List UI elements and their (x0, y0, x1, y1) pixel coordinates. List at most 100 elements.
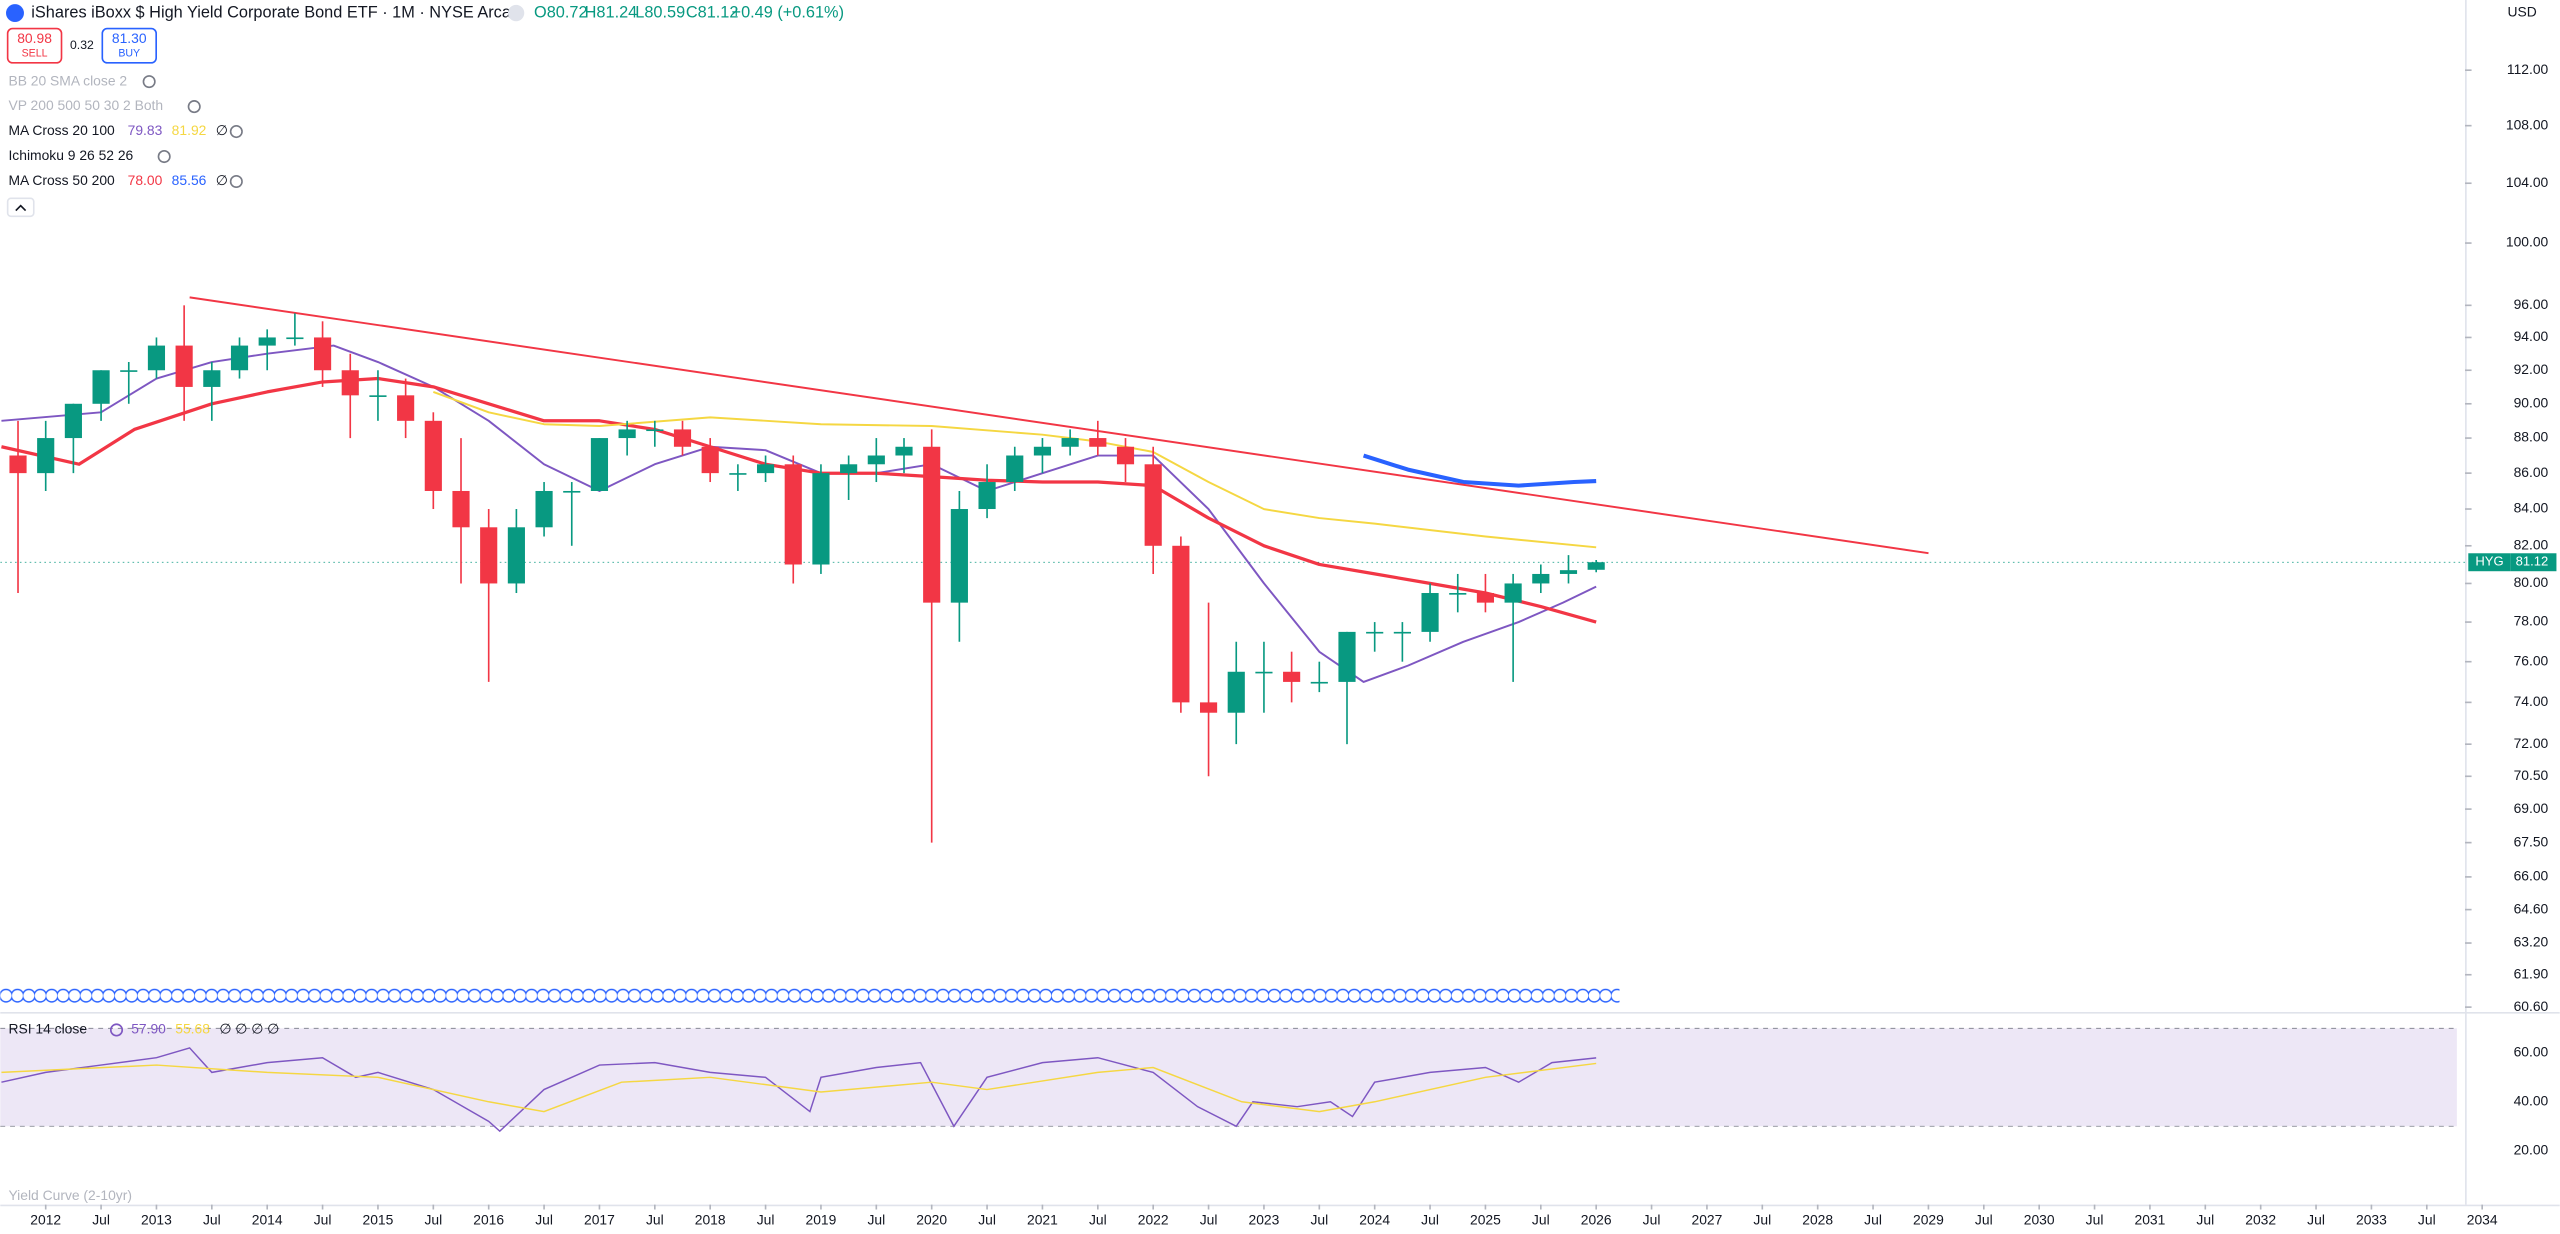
collapse-legend[interactable] (6, 197, 35, 218)
ohlc-change: +0.49 (+0.61%) (732, 3, 844, 21)
time-tick-label: Jul (1310, 1212, 1328, 1228)
candle-body (784, 464, 802, 565)
time-tick-label: 2021 (1027, 1212, 1058, 1228)
rsi-line (1, 1062, 1597, 1113)
candle-body (1199, 702, 1218, 713)
price-tick-label: 96.00 (2514, 296, 2549, 312)
symbol-title[interactable]: iShares iBoxx $ High Yield Corporate Bon… (31, 3, 512, 21)
time-tick-label: Jul (2196, 1212, 2214, 1228)
candle-body (507, 527, 525, 584)
rsi-tick-label: 40.00 (2514, 1092, 2549, 1108)
candle-body (1283, 671, 1301, 682)
buy-button[interactable]: 81.30 BUY (101, 27, 157, 64)
indicator-icon[interactable] (229, 174, 243, 189)
indicator-icon[interactable] (157, 150, 171, 164)
price-tick-label: 86.00 (2514, 464, 2549, 480)
candle-body (923, 446, 941, 603)
indicator-name[interactable]: MA Cross 50 200 (8, 172, 115, 188)
candle-body (729, 473, 747, 475)
time-tick-label: Jul (1643, 1212, 1661, 1228)
candle-body (369, 395, 387, 397)
sell-price[interactable]: 80.98 (17, 30, 52, 46)
candle-body (756, 464, 775, 474)
last-price-box (2510, 553, 2557, 572)
candle-body (286, 337, 304, 340)
ohlc-high: H81.24 (585, 3, 638, 21)
time-tick-label: Jul (867, 1212, 885, 1228)
currency[interactable]: USD (2507, 4, 2536, 20)
buy-box[interactable] (101, 27, 157, 64)
rsi-pane (0, 1027, 2457, 1133)
time-tick-label: 2029 (1913, 1212, 1944, 1228)
candle-body (1310, 681, 1328, 684)
time-tick-label: Jul (1200, 1212, 1218, 1228)
dividend-markers (0, 985, 1620, 1006)
chevron (15, 204, 27, 212)
candle-body (1366, 631, 1384, 634)
time-tick-label: Jul (2307, 1212, 2325, 1228)
price-tick-label: 92.00 (2514, 361, 2549, 377)
candle-body (1255, 671, 1273, 674)
time-tick-label: Jul (424, 1212, 442, 1228)
price-tick-label: 82.00 (2514, 536, 2549, 552)
rsi-title[interactable]: RSI 14 close (8, 1021, 87, 1037)
candle-body (646, 429, 664, 432)
time-tick-label: 2023 (1249, 1212, 1280, 1228)
indicator-icon[interactable] (187, 100, 201, 114)
candle-body (175, 345, 193, 387)
candle-body (1033, 446, 1052, 456)
candle-body (673, 429, 692, 447)
last-price-tag (2468, 553, 2511, 572)
yield-curve-label[interactable]: Yield Curve (2-10yr) (8, 1187, 132, 1203)
indicator-name[interactable]: BB 20 SMA close 2 (8, 72, 127, 88)
time-tick-label: 2012 (30, 1212, 61, 1228)
rsi-line (1, 1047, 1597, 1133)
candle-body (147, 345, 166, 371)
time-tick-label: 2030 (2024, 1212, 2055, 1228)
buy-price[interactable]: 81.30 (112, 30, 147, 46)
candle-body (9, 455, 27, 474)
indicator-value: 79.83 (128, 122, 163, 138)
price-tick-label: 64.60 (2514, 900, 2549, 916)
sell-label[interactable]: SELL (22, 48, 48, 60)
time-tick-label: 2025 (1470, 1212, 1501, 1228)
time-tick-label: Jul (92, 1212, 110, 1228)
candle-body (397, 395, 415, 421)
candle-body (258, 337, 276, 346)
time-tick-label: 2019 (806, 1212, 837, 1228)
sell-box[interactable] (6, 27, 63, 64)
indicator-name[interactable]: Ichimoku 9 26 52 26 (8, 147, 133, 163)
candle-body (452, 490, 470, 528)
candle-body (1532, 573, 1550, 584)
indicator-icon[interactable] (142, 75, 156, 89)
sell-button[interactable]: 80.98 SELL (6, 27, 63, 64)
time-tick-label: Jul (203, 1212, 221, 1228)
collapse-button[interactable] (507, 4, 525, 22)
buy-label[interactable]: BUY (118, 48, 140, 60)
rsi-icon[interactable] (109, 1023, 124, 1037)
indicator-name[interactable]: MA Cross 20 100 (8, 122, 115, 138)
time-tick-label: 2027 (1692, 1212, 1723, 1228)
candle-body (1504, 583, 1522, 603)
price-tick-label: 72.00 (2514, 735, 2549, 751)
candle-body (701, 446, 719, 474)
candle-body (1338, 631, 1356, 682)
price-tick-label: 63.20 (2514, 934, 2549, 950)
candle-body (230, 345, 249, 371)
time-tick-label: 2016 (473, 1212, 504, 1228)
price-tick-label: 108.00 (2506, 116, 2549, 132)
rsi-legend-value: 55.68 (175, 1021, 210, 1037)
candle-body (840, 464, 858, 474)
time-tick-label: 2033 (2356, 1212, 2387, 1228)
rsi-legend-value: ∅ ∅ ∅ ∅ (219, 1021, 279, 1037)
time-tick-label: Jul (1975, 1212, 1993, 1228)
candle-body (1061, 438, 1079, 447)
candle-body (618, 429, 636, 439)
indicator-icon[interactable] (229, 125, 243, 139)
candle-body (590, 438, 609, 491)
indicator-name[interactable]: VP 200 500 50 30 2 Both (8, 97, 163, 113)
price-tick-label: 90.00 (2514, 394, 2549, 410)
time-tick-label: 2014 (252, 1212, 283, 1228)
